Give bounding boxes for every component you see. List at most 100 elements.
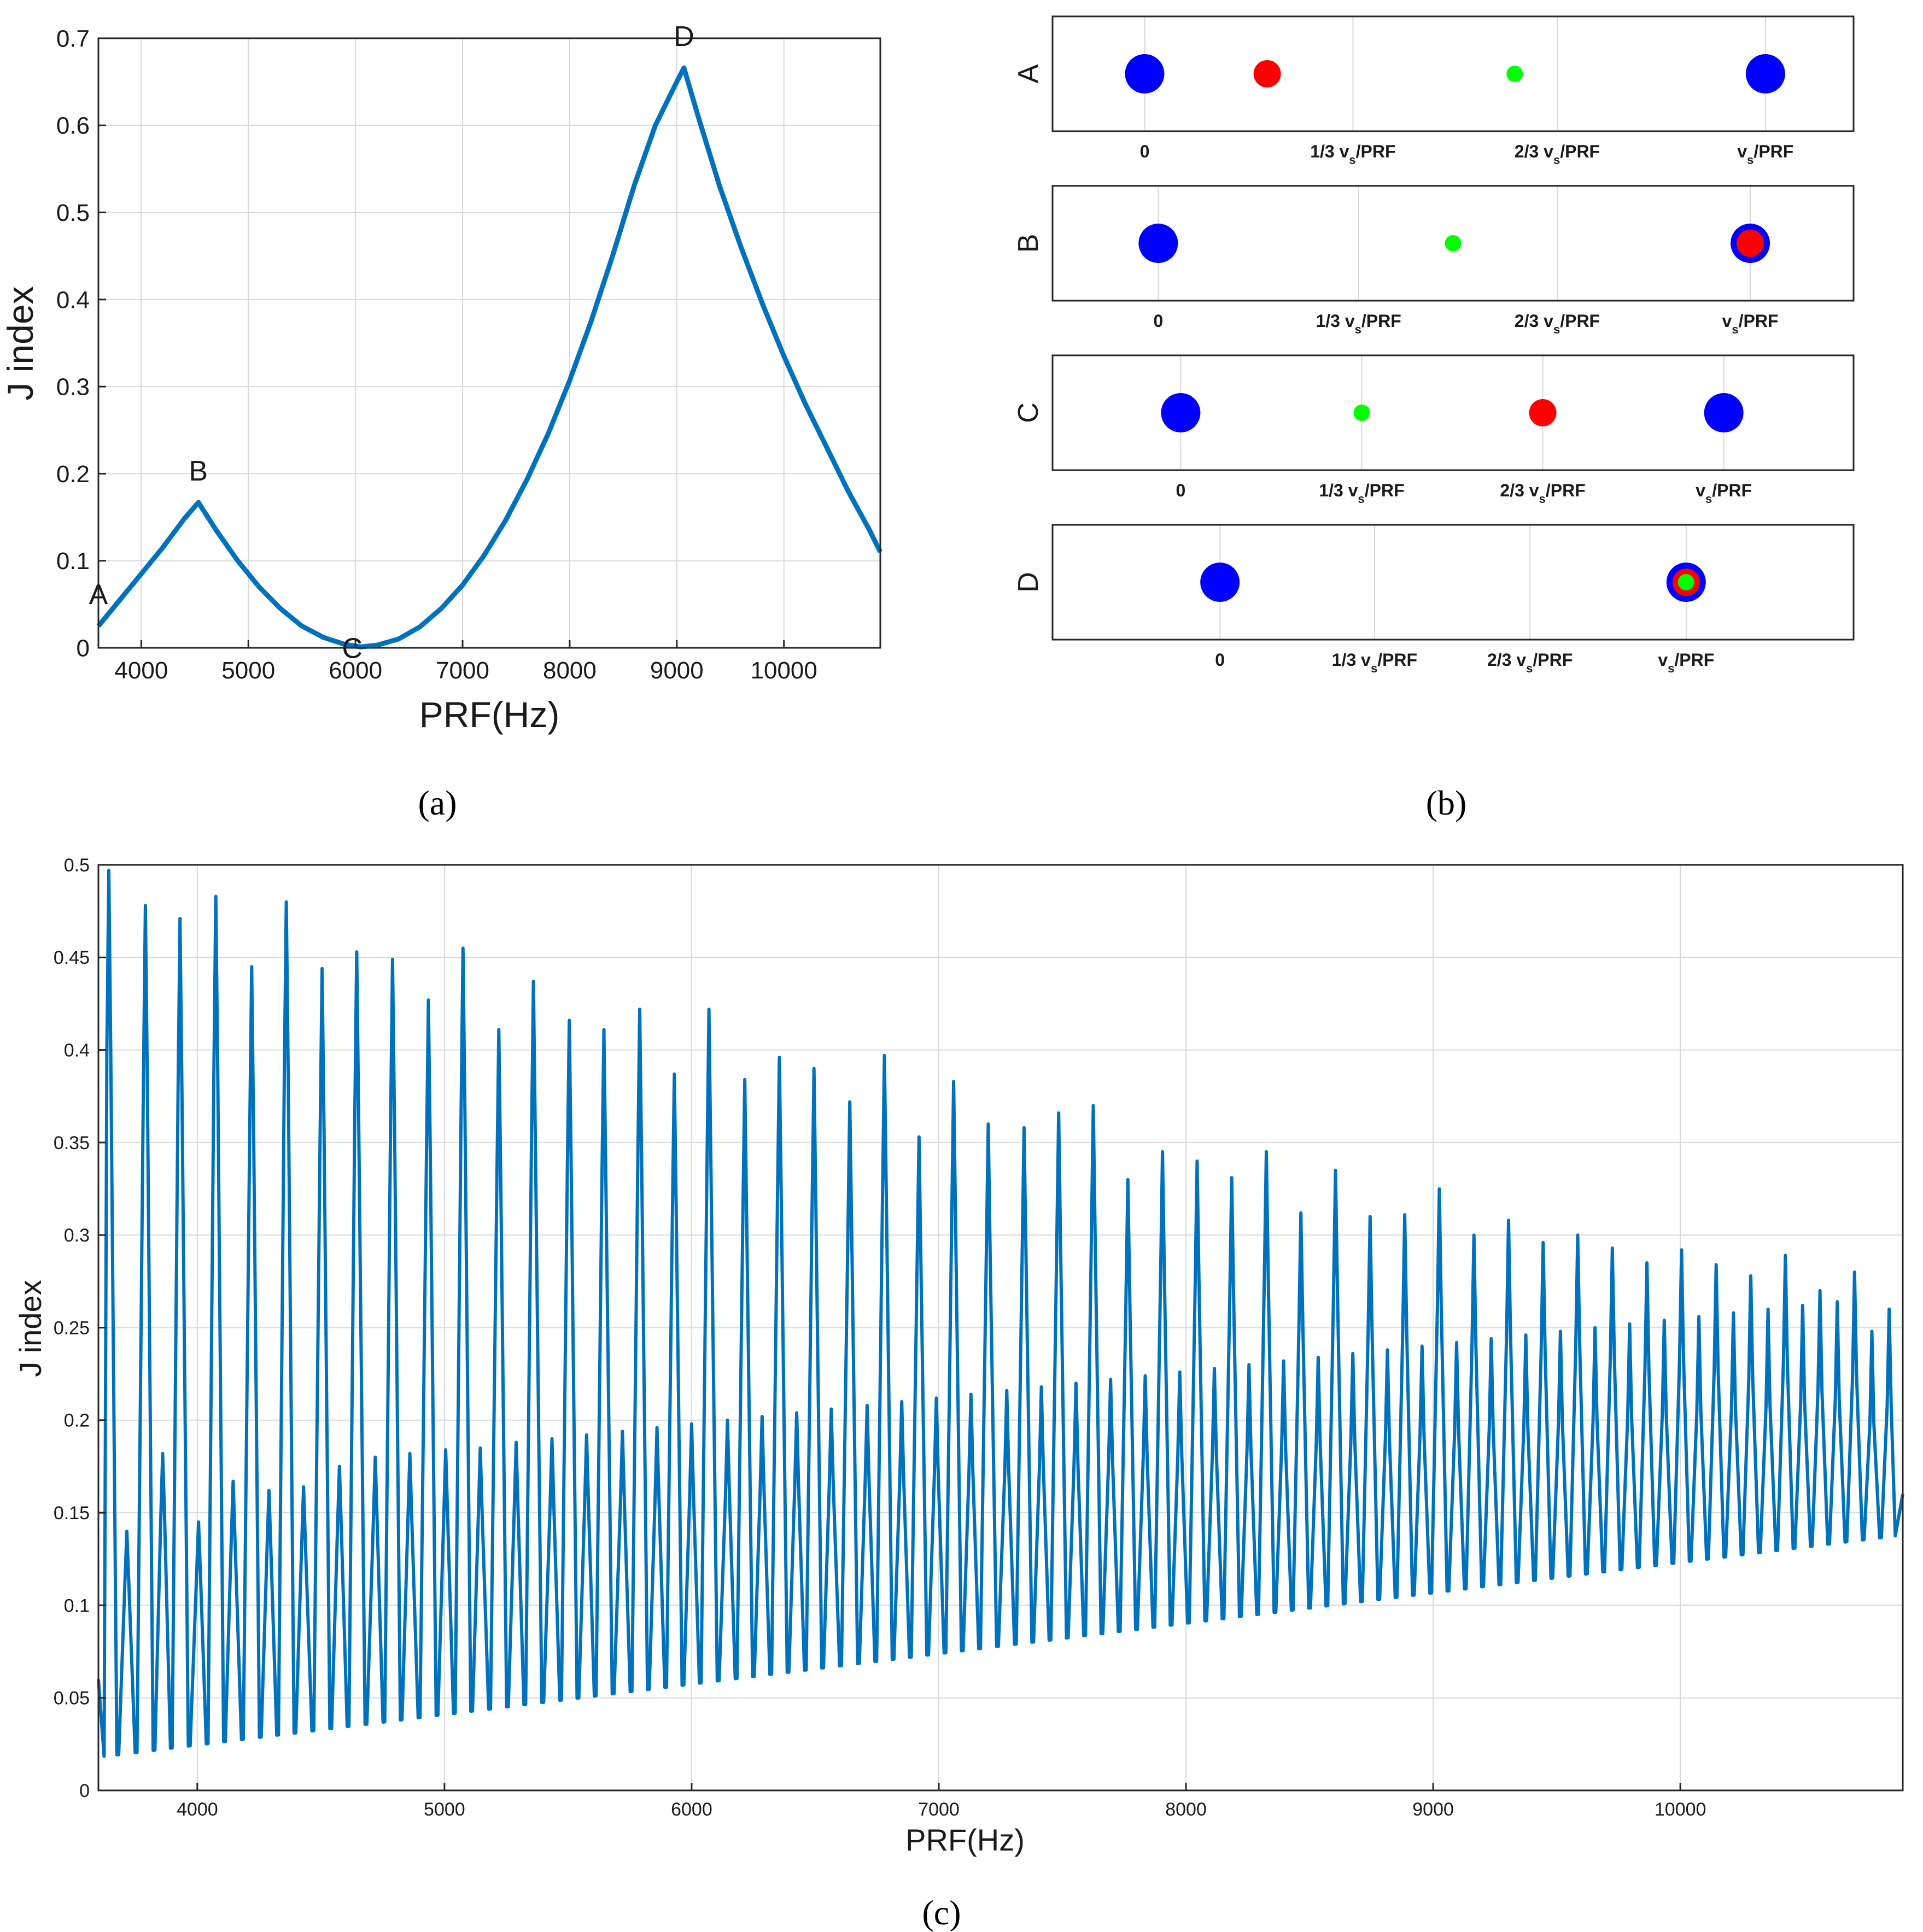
x-tick-label: vs/PRF: [1696, 481, 1752, 506]
tick-subscript: s: [1349, 153, 1355, 167]
tick-suffix: /PRF: [1533, 650, 1573, 670]
y-tick-label: 0.05: [54, 1688, 90, 1709]
x-tick-label: 9000: [1412, 1799, 1454, 1820]
chart-b-caption: (b): [1426, 783, 1467, 822]
tick-main: 2/3 v: [1487, 650, 1526, 670]
annotation-a: A: [89, 579, 108, 611]
x-tick-label: 0: [1176, 481, 1186, 500]
tick-main: v: [1658, 650, 1668, 670]
x-tick-label: 10000: [751, 657, 817, 684]
tick-main: v: [1696, 481, 1705, 500]
x-tick-label: 4000: [177, 1799, 218, 1820]
chart-c-ylabel: J index: [13, 1280, 48, 1377]
tick-main: 1/3 v: [1310, 142, 1349, 161]
chart-a: 4000 5000 6000 7000 8000 9000 10000 0 0.1 0.2 0.3…: [0, 21, 883, 822]
x-tick-label: 7000: [436, 657, 489, 684]
tick-suffix: /PRF: [1712, 481, 1752, 500]
panel-frame: [1051, 354, 1855, 471]
chart-c: 4000 5000 6000 7000 8000 9000 10000 0 0.05 0.1 0.…: [13, 855, 1904, 1932]
y-tick-label: 0.3: [64, 1225, 90, 1246]
annotation-d: D: [674, 21, 694, 52]
point-red: [1529, 399, 1557, 426]
point-green: [1353, 405, 1370, 421]
chart-a-xlabel: PRF(Hz): [419, 694, 560, 735]
x-tick-label: 0: [1215, 650, 1225, 670]
tick-suffix: /PRF: [1546, 481, 1586, 500]
point-red: [1737, 230, 1764, 257]
x-tick-label: 2/3 vs/PRF: [1515, 142, 1600, 167]
point-blue: [1745, 54, 1785, 93]
chart-a-plot-frame: [97, 37, 881, 649]
tick-suffix: /PRF: [1361, 311, 1401, 331]
x-tick-label: 4000: [114, 657, 168, 684]
point-blue: [1125, 54, 1165, 93]
x-tick-label: 2/3 vs/PRF: [1500, 481, 1585, 506]
x-tick-label: 5000: [221, 657, 275, 684]
tick-main: v: [1722, 311, 1732, 331]
y-tick-label: 0.25: [54, 1318, 90, 1338]
x-tick-label: vs/PRF: [1737, 142, 1793, 167]
tick-suffix: /PRF: [1674, 650, 1714, 670]
annotation-c: C: [342, 633, 363, 664]
tick-main: 2/3 v: [1515, 142, 1553, 161]
tick-suffix: /PRF: [1739, 311, 1779, 331]
y-tick-label: 0.7: [56, 25, 90, 52]
y-tick-label: 0: [77, 635, 90, 661]
tick-main: v: [1737, 142, 1747, 161]
point-blue: [1138, 224, 1178, 263]
x-tick-label: 2/3 vs/PRF: [1487, 650, 1573, 675]
y-tick-label: 0.35: [54, 1133, 90, 1154]
tick-main: 2/3 v: [1515, 311, 1553, 331]
x-tick-label: 0: [1140, 142, 1150, 161]
x-tick-label: 8000: [1165, 1799, 1207, 1820]
tick-subscript: s: [1705, 492, 1712, 506]
panel-frame: [1051, 524, 1855, 641]
x-tick-label: 1/3 vs/PRF: [1319, 481, 1404, 506]
x-tick-label: 1/3 vs/PRF: [1316, 311, 1401, 336]
x-tick-label: 9000: [650, 657, 704, 684]
point-green: [1445, 235, 1462, 251]
x-tick-label: 2/3 vs/PRF: [1515, 311, 1600, 336]
tick-suffix: /PRF: [1356, 142, 1396, 161]
x-tick-label: 5000: [424, 1799, 465, 1820]
y-tick-label: 0.5: [64, 855, 90, 876]
chart-a-caption: (a): [418, 783, 457, 822]
x-tick-label: 8000: [543, 657, 597, 684]
tick-main: 2/3 v: [1500, 481, 1539, 500]
chart-c-series-line: [97, 869, 1904, 1758]
chart-b-panel-a: A0 1/3 vs/PRF 2/3 vs/PRF vs/PRF: [1013, 15, 1855, 167]
chart-a-series-line: [96, 65, 883, 649]
x-tick-label: 10000: [1655, 1799, 1706, 1820]
point-red: [1253, 60, 1281, 87]
tick-subscript: s: [1732, 323, 1738, 336]
y-tick-label: 0.1: [56, 548, 90, 575]
tick-subscript: s: [1371, 661, 1377, 675]
tick-subscript: s: [1668, 661, 1674, 675]
chart-c-y-ticks: 0 0.05 0.1 0.15 0.2 0.25 0.3 0.35 0.4 0.45 0.5: [54, 855, 106, 1801]
y-tick-label: 0.2: [64, 1410, 90, 1431]
chart-b-panel-b: B0 1/3 vs/PRF 2/3 vs/PRF vs/PRF: [1013, 185, 1855, 336]
chart-a-grid: [98, 38, 880, 648]
tick-suffix: /PRF: [1365, 481, 1405, 500]
panel-frame: [1051, 15, 1855, 132]
x-tick-label: 6000: [671, 1799, 712, 1820]
chart-a-y-ticks: 0 0.1 0.2 0.3 0.4 0.5 0.6 0.7: [56, 25, 106, 661]
y-tick-label: 0.1: [64, 1595, 90, 1616]
chart-a-annotations: A B C D: [89, 21, 694, 664]
tick-subscript: s: [1553, 323, 1560, 336]
y-tick-label: 0.4: [56, 286, 90, 313]
x-tick-label: 1/3 vs/PRF: [1332, 650, 1417, 675]
y-tick-label: 0.3: [56, 374, 90, 401]
point-blue: [1704, 393, 1744, 432]
tick-suffix: /PRF: [1560, 142, 1600, 161]
tick-suffix: /PRF: [1754, 142, 1793, 161]
tick-main: 1/3 v: [1319, 481, 1358, 500]
chart-c-x-ticks: 4000 5000 6000 7000 8000 9000 10000: [177, 1783, 1706, 1820]
tick-main: 1/3 v: [1332, 650, 1371, 670]
y-tick-label: 0.4: [64, 1040, 90, 1061]
tick-subscript: s: [1355, 323, 1361, 336]
chart-a-ylabel: J index: [0, 286, 40, 400]
tick-subscript: s: [1526, 661, 1533, 675]
